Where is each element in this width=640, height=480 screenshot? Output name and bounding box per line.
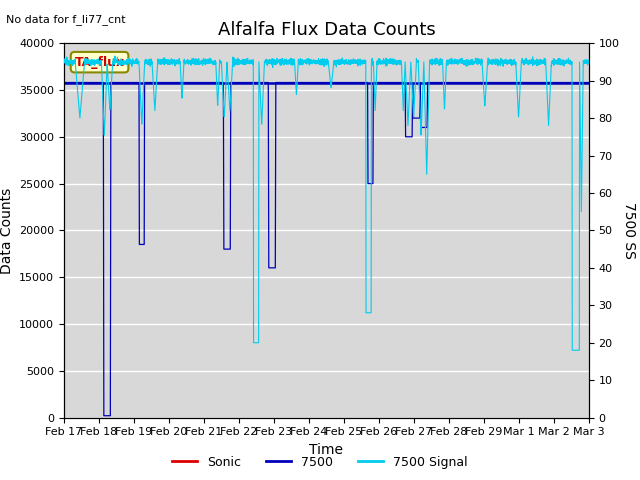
- Title: Alfalfa Flux Data Counts: Alfalfa Flux Data Counts: [218, 21, 435, 39]
- Text: TA_flux: TA_flux: [74, 56, 125, 69]
- Y-axis label: Data Counts: Data Counts: [0, 187, 13, 274]
- Text: No data for f_li77_cnt: No data for f_li77_cnt: [6, 14, 126, 25]
- Y-axis label: 7500 SS: 7500 SS: [622, 202, 636, 259]
- Legend: Sonic, 7500, 7500 Signal: Sonic, 7500, 7500 Signal: [167, 451, 473, 474]
- X-axis label: Time: Time: [309, 443, 344, 457]
